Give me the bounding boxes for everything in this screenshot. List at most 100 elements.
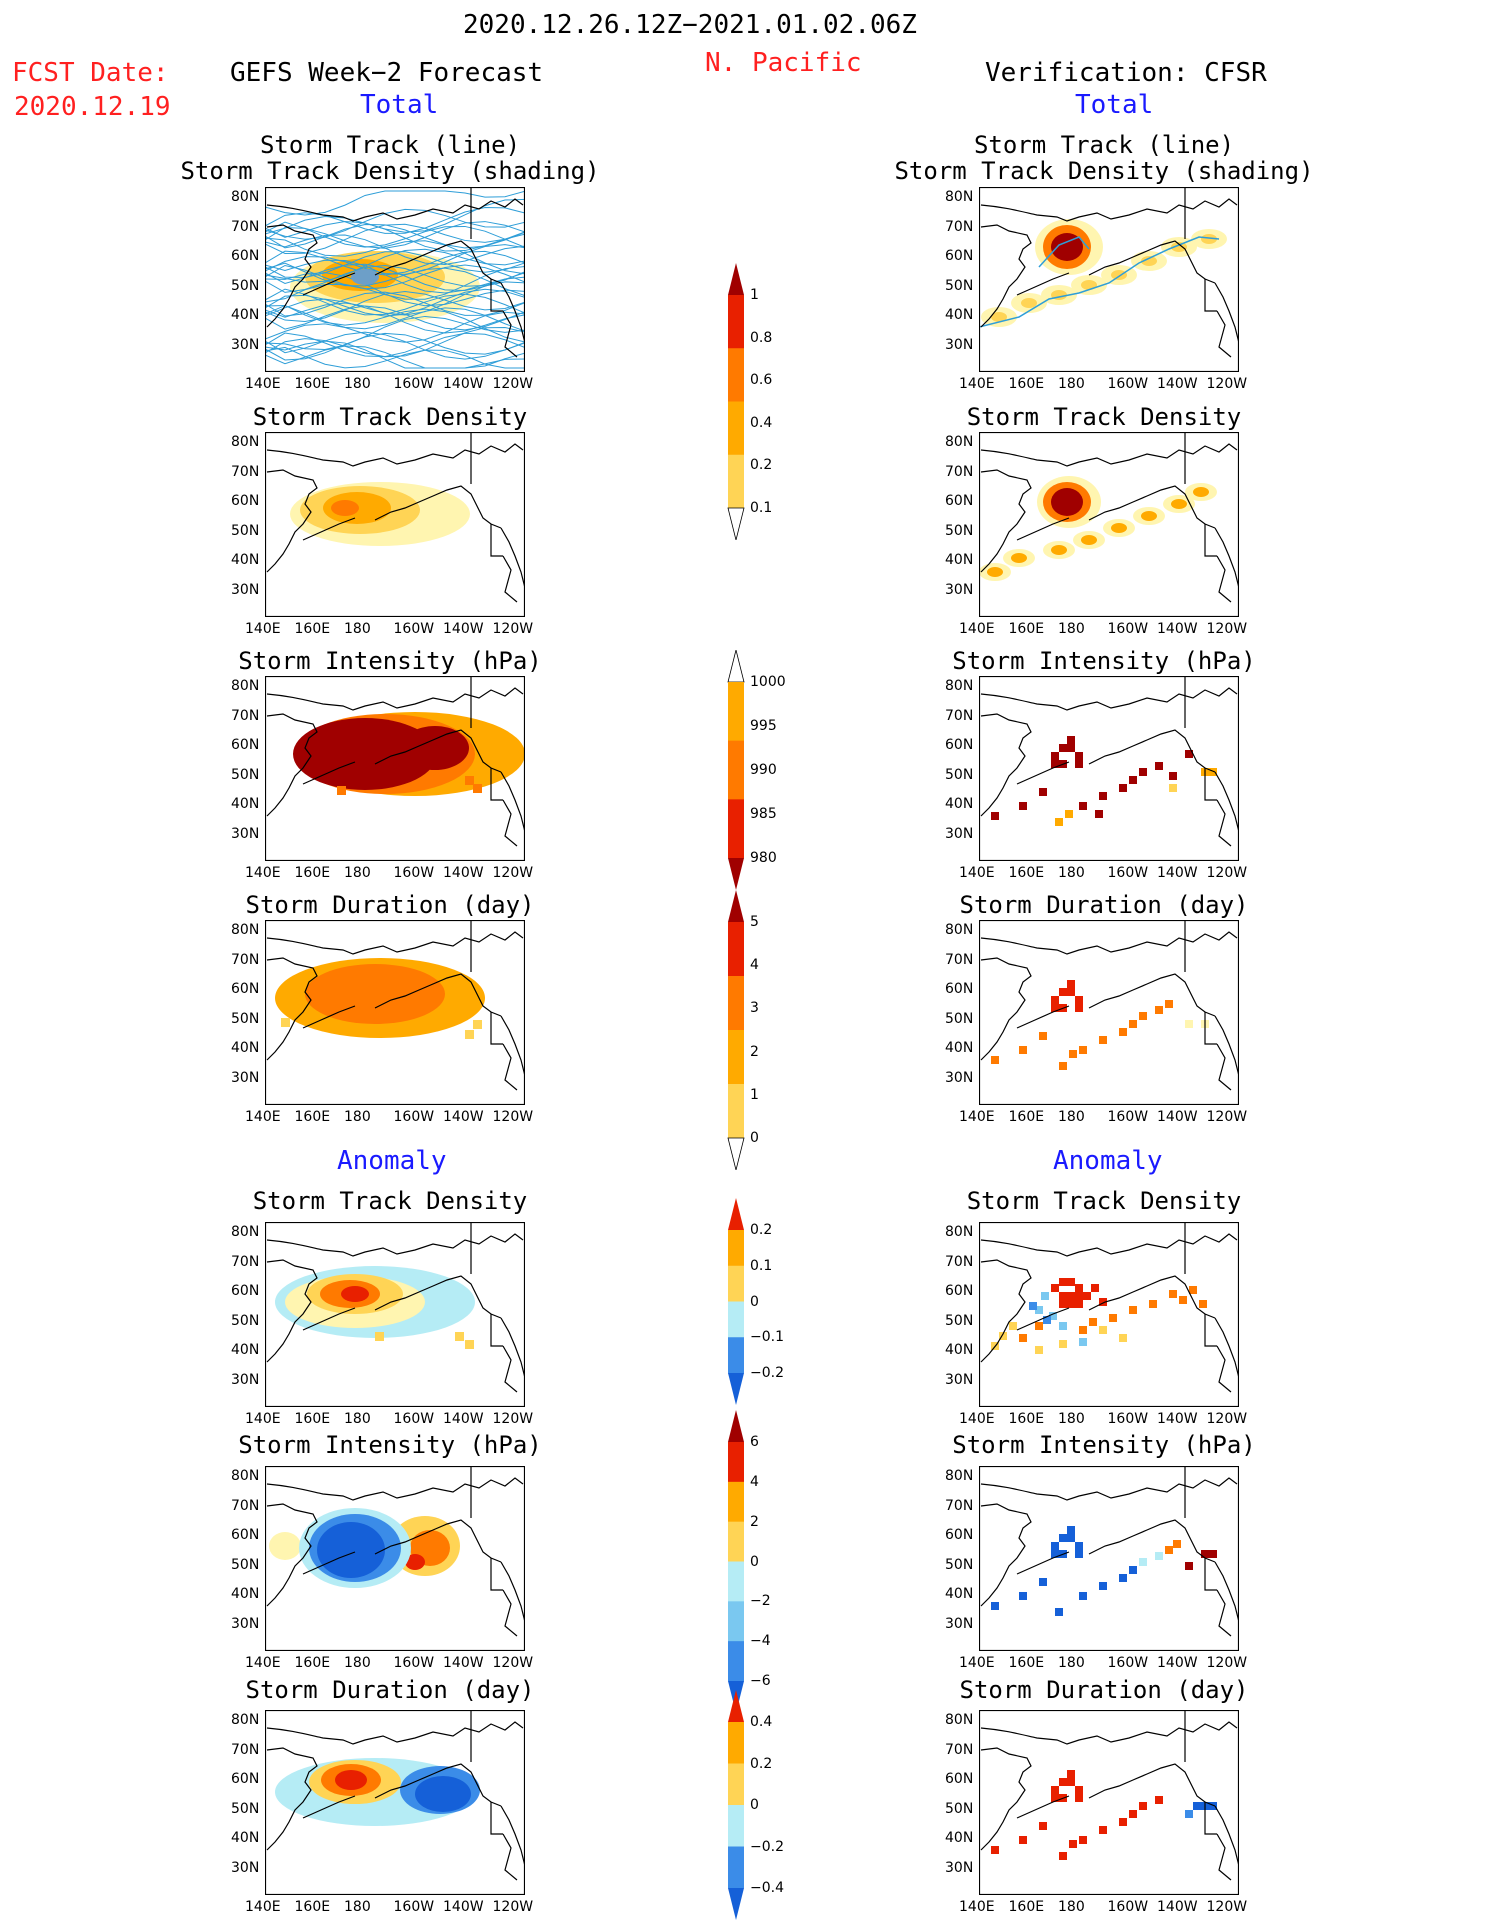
lon-label: 180 <box>1058 1109 1085 1125</box>
lat-label: 30N <box>231 1371 260 1388</box>
colorbar-tick-label: 4 <box>750 957 759 974</box>
lat-label: 40N <box>945 307 974 323</box>
colorbar-intensity-anom <box>726 1410 746 1717</box>
colorbar-tick-label: 1000 <box>750 674 786 690</box>
r3-title: Storm Intensity (hPa) <box>952 647 1256 675</box>
r5-title: Storm Track Density <box>966 1187 1242 1215</box>
lat-label: 80N <box>945 1712 974 1728</box>
lat-label: 50N <box>945 1010 974 1027</box>
colorbar-tick-label: 980 <box>750 850 777 866</box>
lat-label: 40N <box>231 1586 260 1602</box>
left-anomaly-label: Anomaly <box>337 1146 447 1176</box>
lat-label: 70N <box>231 1497 260 1514</box>
lon-label: 120W <box>1206 1411 1248 1427</box>
lat-label: 50N <box>231 1800 260 1817</box>
lon-label: 140W <box>1157 865 1198 881</box>
lon-label: 160E <box>1008 1109 1045 1125</box>
lon-label: 120W <box>1206 1109 1248 1125</box>
lon-label: 160W <box>393 621 435 637</box>
colorbar-tick-label: 0.8 <box>750 329 773 346</box>
lat-label: 60N <box>231 248 260 264</box>
lon-label: 140E <box>959 865 995 881</box>
period-title: 2020.12.26.12Z−2021.01.02.06Z <box>463 10 917 40</box>
lat-label: 60N <box>231 1771 260 1787</box>
forecast-density-anom-map <box>265 1222 525 1407</box>
colorbar-tick-label: 0.4 <box>750 414 773 431</box>
lat-label: 30N <box>945 825 974 842</box>
colorbar-tick-label: −0.4 <box>750 1880 784 1896</box>
lon-label: 160W <box>393 1411 435 1427</box>
lat-label: 30N <box>945 1859 974 1876</box>
lat-label: 70N <box>945 1253 974 1270</box>
lon-label: 120W <box>492 1655 534 1671</box>
colorbar-tick-label: 995 <box>750 718 777 734</box>
lat-label: 30N <box>231 336 260 353</box>
colorbar-tick-label: 0.2 <box>750 457 773 474</box>
fcst-date-label: FCST Date: <box>12 58 169 88</box>
lat-label: 80N <box>945 1224 974 1240</box>
lat-label: 50N <box>945 1312 974 1329</box>
colorbar-duration-anom <box>726 1690 746 1924</box>
lat-label: 50N <box>945 766 974 783</box>
lon-label: 160E <box>294 621 331 637</box>
lat-label: 70N <box>231 1741 260 1758</box>
colorbar-tick-label: −0.2 <box>750 1365 784 1381</box>
colorbar-tick-label: 2 <box>750 1043 759 1060</box>
forecast-intensity-anom-map <box>265 1466 525 1651</box>
colorbar-tick-label: 0 <box>750 1553 759 1570</box>
lon-label: 160W <box>393 1109 435 1125</box>
lon-label: 180 <box>344 621 371 637</box>
r6-title: Storm Intensity (hPa) <box>952 1431 1256 1459</box>
lat-label: 60N <box>231 981 260 997</box>
lon-label: 120W <box>492 621 534 637</box>
l5-title: Storm Track Density <box>252 1187 528 1215</box>
lon-label: 140E <box>245 865 281 881</box>
lat-label: 40N <box>945 1342 974 1358</box>
colorbar-tick-label: 1 <box>750 287 759 303</box>
lon-label: 160E <box>1008 1655 1045 1671</box>
lon-label: 160E <box>294 1899 331 1915</box>
lat-label: 80N <box>231 678 260 694</box>
colorbar-tick-label: −6 <box>750 1673 771 1689</box>
lat-label: 60N <box>945 493 974 509</box>
lat-label: 60N <box>945 737 974 753</box>
lon-label: 120W <box>492 376 534 392</box>
colorbar-tick-label: −4 <box>750 1633 771 1650</box>
verification-density-map <box>979 432 1239 617</box>
l6-title: Storm Intensity (hPa) <box>238 1431 542 1459</box>
forecast-duration-anom-map <box>265 1710 525 1895</box>
lon-label: 180 <box>344 376 371 392</box>
lon-label: 140W <box>1157 1655 1198 1671</box>
lon-label: 160W <box>1107 376 1149 392</box>
lat-label: 40N <box>945 552 974 568</box>
lon-label: 160W <box>393 1899 435 1915</box>
lat-label: 80N <box>231 189 260 205</box>
lat-label: 50N <box>231 1556 260 1573</box>
lon-label: 160E <box>1008 1899 1045 1915</box>
lon-label: 180 <box>344 865 371 881</box>
colorbar-tick-label: 5 <box>750 914 759 930</box>
lat-label: 40N <box>945 1040 974 1056</box>
lon-label: 140E <box>959 1411 995 1427</box>
lat-label: 70N <box>231 463 260 480</box>
lat-label: 70N <box>231 951 260 968</box>
colorbar-tick-label: 0.6 <box>750 372 773 389</box>
colorbar-tick-label: 0.4 <box>750 1714 773 1730</box>
lon-label: 160E <box>294 865 331 881</box>
lat-label: 30N <box>231 1615 260 1632</box>
lat-label: 60N <box>231 737 260 753</box>
lon-label: 140W <box>1157 1411 1198 1427</box>
lon-label: 140E <box>245 1655 281 1671</box>
lat-label: 50N <box>945 277 974 294</box>
forecast-density-map <box>265 432 525 617</box>
lat-label: 80N <box>945 434 974 450</box>
colorbar-tick-label: 0.1 <box>750 1257 773 1274</box>
left-total-label: Total <box>360 90 439 120</box>
lon-label: 140W <box>443 1899 484 1915</box>
lat-label: 80N <box>231 1224 260 1240</box>
lon-label: 140W <box>443 376 484 392</box>
lat-label: 30N <box>945 1371 974 1388</box>
verification-intensity-map <box>979 676 1239 861</box>
right-column-title: Verification: CFSR <box>985 58 1267 88</box>
lon-label: 120W <box>1206 376 1248 392</box>
